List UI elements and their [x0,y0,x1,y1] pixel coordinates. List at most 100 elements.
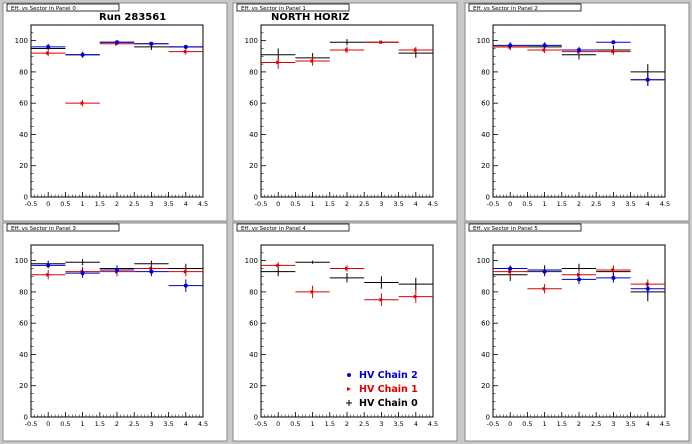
y-tick-label: 80 [481,288,490,296]
y-tick-label: 80 [19,68,28,76]
data-point-series1-2 [329,265,365,272]
x-tick-label: 0.5 [522,420,532,428]
data-point-series2-2 [561,274,597,285]
chart-panel-4: Eff. vs Sector in Panel 4020406080100-0.… [232,222,458,442]
marker-dot [577,48,581,53]
x-tick-label: 1.5 [557,200,567,208]
x-tick-label: -0.5 [25,420,38,428]
x-tick-label: 4 [414,420,418,428]
panel-title-box [468,223,582,232]
data-point-series0-2 [329,39,365,46]
data-point-series1-0 [31,270,66,280]
y-tick-label: 100 [477,257,490,265]
data-point-series2-4 [168,279,203,292]
data-point-series2-3 [134,41,169,46]
x-tick-label: 2.5 [129,200,139,208]
marker-arrow [46,51,51,56]
x-tick-label: 2.5 [591,420,601,428]
data-point-series0-1 [295,260,330,264]
x-tick-label: -0.5 [255,420,268,428]
x-tick-label: 2 [345,200,349,208]
data-point-series1-3 [596,48,631,55]
marker-dot [149,41,154,46]
y-tick-label: 40 [481,131,490,139]
x-tick-label: 3 [611,420,615,428]
panel-title: Eff. vs Sector in Panel 2 [473,6,538,12]
panel-background [232,222,458,442]
x-tick-label: 4.5 [428,200,438,208]
y-tick-label: 40 [249,351,258,359]
x-tick-label: 3.5 [393,200,403,208]
x-tick-label: 4 [414,200,418,208]
y-tick-label: 80 [249,288,258,296]
y-tick-label: 0 [486,414,490,422]
x-tick-label: 0 [508,420,512,428]
x-tick-label: 4 [184,420,188,428]
x-tick-label: 3 [149,420,153,428]
y-tick-label: 60 [249,320,258,328]
data-point-series1-1 [65,100,100,107]
chart-panel-1: Eff. vs Sector in Panel 1020406080100-0.… [232,2,458,222]
chart-panel-5: Eff. vs Sector in Panel 5020406080100-0.… [464,222,690,442]
marker-dot [115,40,119,45]
x-tick-label: 1 [543,420,547,428]
y-tick-label: 100 [245,257,258,265]
marker-dot [46,263,51,268]
x-tick-label: 3.5 [625,420,635,428]
data-point-series1-1 [295,285,330,299]
marker-arrow [542,286,547,291]
panel-title: Eff. vs Sector in Panel 0 [11,6,76,12]
x-tick-label: 1.5 [325,420,335,428]
y-tick-label: 100 [245,37,258,45]
panel-background [464,2,690,222]
y-tick-label: 20 [19,382,28,390]
data-point-series2-3 [134,266,169,277]
x-tick-label: 1 [81,420,85,428]
y-tick-label: 20 [249,382,258,390]
marker-dot [115,268,119,273]
panel-annotation: NORTH HORIZ [271,12,349,23]
y-tick-label: 60 [19,320,28,328]
panel-title-box [468,3,582,12]
y-tick-label: 0 [24,194,28,202]
x-tick-label: 0 [46,200,50,208]
data-point-series1-1 [295,56,330,66]
marker-arrow [379,297,384,302]
panel-title: Eff. vs Sector in Panel 5 [473,226,538,232]
marker-arrow [379,40,384,45]
panel-background [2,222,228,442]
data-point-series1-2 [329,46,365,54]
marker-arrow [310,289,315,294]
y-tick-label: 60 [481,320,490,328]
x-tick-label: 0.5 [290,420,300,428]
data-point-series2-4 [630,282,665,296]
y-tick-label: 80 [19,288,28,296]
data-point-series1-4 [168,266,203,277]
y-tick-label: 20 [249,162,258,170]
chart-panel-3: Eff. vs Sector in Panel 3020406080100-0.… [2,222,228,442]
panel-annotation: Run 283561 [99,12,166,23]
y-tick-label: 100 [15,37,28,45]
data-point-series2-1 [527,266,562,277]
marker-dot [645,77,650,82]
marker-dot [508,266,513,271]
marker-dot [149,269,154,274]
x-tick-label: 2 [577,200,581,208]
data-point-series0-4 [398,277,433,291]
marker-arrow [276,60,281,65]
x-tick-label: 4.5 [198,200,208,208]
data-point-series0-1 [65,259,100,266]
x-tick-label: 4 [646,420,650,428]
data-point-series2-0 [493,42,528,49]
x-tick-label: 2 [115,420,119,428]
data-point-series0-2 [329,273,365,283]
marker-dot [542,269,547,274]
x-tick-label: 0.5 [522,200,532,208]
data-point-series2-4 [168,44,203,49]
y-tick-label: 60 [481,100,490,108]
panel-title: Eff. vs Sector in Panel 1 [241,6,306,12]
marker-arrow [542,48,547,53]
panel-title-box [236,3,350,12]
marker-dot [542,43,547,48]
x-tick-label: 0 [46,420,50,428]
